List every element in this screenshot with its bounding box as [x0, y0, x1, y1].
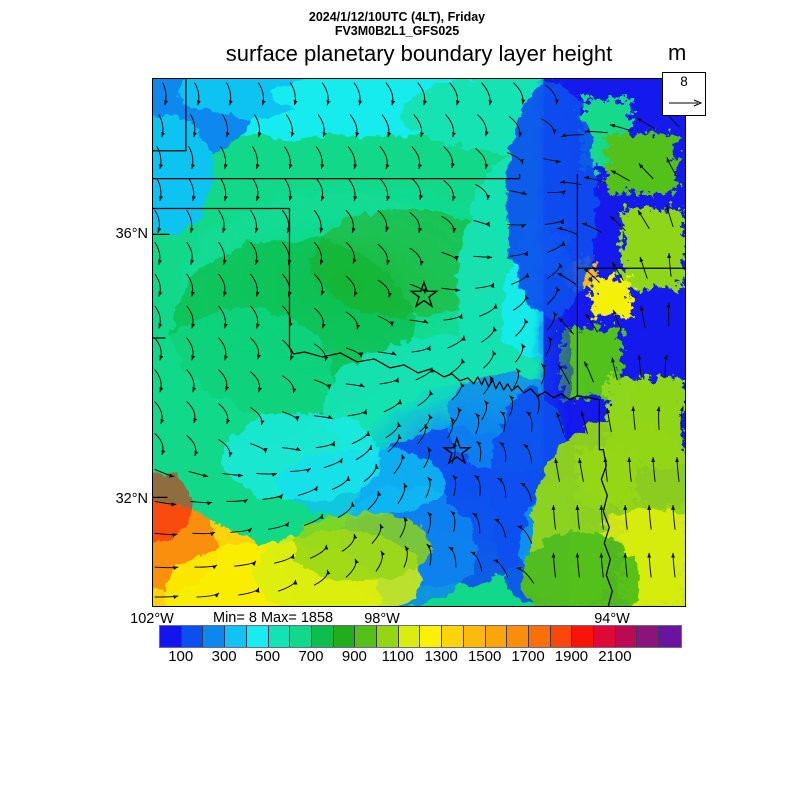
lon-tick-102w: 102°W	[130, 611, 174, 627]
wind-scale-key: 8	[662, 72, 706, 116]
page-title: surface planetary boundary layer height	[225, 41, 613, 66]
colorbar-segment-2	[203, 626, 226, 647]
colorbar-segment-1	[181, 626, 204, 647]
colorbar-segment-12	[420, 626, 443, 647]
lon-tick-94w: 94°W	[594, 611, 630, 627]
colorbar-segment-7	[311, 626, 334, 647]
colorbar-tick-300: 300	[211, 648, 237, 665]
map-plot-area[interactable]	[152, 78, 686, 607]
colorbar-segment-14	[463, 626, 486, 647]
colorbar-segment-5	[268, 626, 291, 647]
colorbar-segment-6	[290, 626, 312, 647]
colorbar-segment-8	[333, 626, 356, 647]
colorbar-segment-20	[594, 626, 616, 647]
station-markers	[409, 280, 472, 465]
colorbar-segment-18	[550, 626, 573, 647]
pbl-height-field	[153, 79, 685, 606]
colorbar-segment-19	[572, 626, 595, 647]
colorbar-segment-10	[377, 626, 399, 647]
colorbar-segment-15	[485, 626, 508, 647]
colorbar-segment-16	[507, 626, 529, 647]
colorbar-segment-11	[398, 626, 421, 647]
lat-tick-36n: 36°N	[115, 226, 148, 242]
colorbar-segment-3	[225, 626, 247, 647]
colorbar-tick-1500: 1500	[467, 648, 502, 665]
lat-tick-32n: 32°N	[115, 491, 148, 507]
colorbar-tick-2100: 2100	[598, 648, 632, 665]
station-star-north	[409, 280, 439, 308]
colorbar-tick-700: 700	[298, 648, 324, 665]
colorbar-tick-labels: 100 300 500 700 900 1100 1300 1500 1700 1900 2100	[0, 648, 800, 670]
arrow-right-icon	[669, 99, 702, 107]
colorbar-tick-1700: 1700	[511, 648, 545, 665]
colorbar-tick-500: 500	[255, 648, 281, 665]
map-raster	[153, 79, 685, 606]
minmax-readout: Min= 8 Max= 1858	[213, 610, 334, 626]
colorbar-segment-0	[160, 626, 182, 647]
colorbar	[159, 625, 682, 648]
colorbar-segment-9	[355, 626, 378, 647]
colorbar-segment-23	[659, 626, 681, 647]
datetime-title: 2024/1/12/10UTC (4LT), Friday	[308, 10, 486, 24]
colorbar-segment-17	[528, 626, 551, 647]
colorbar-segment-21	[615, 626, 638, 647]
wind-vector-field	[154, 82, 684, 600]
header-titles: 2024/1/12/10UTC (4LT), Friday FV3M0B2L1_…	[0, 10, 800, 38]
colorbar-tick-1100: 1100	[381, 648, 414, 665]
colorbar-segment-13	[442, 626, 464, 647]
colorbar-tick-900: 900	[341, 648, 367, 665]
units-label: m	[668, 40, 687, 65]
station-star-south	[442, 436, 472, 465]
colorbar-segment-22	[637, 626, 660, 647]
lon-tick-98w: 98°W	[364, 611, 400, 627]
colorbar-tick-100: 100	[168, 648, 194, 665]
colorbar-segment-4	[246, 626, 269, 647]
colorbar-tick-1900: 1900	[554, 648, 589, 665]
colorbar-tick-1300: 1300	[424, 648, 458, 665]
wind-scale-value: 8	[680, 74, 688, 89]
model-title: FV3M0B2L1_GFS025	[334, 24, 460, 38]
